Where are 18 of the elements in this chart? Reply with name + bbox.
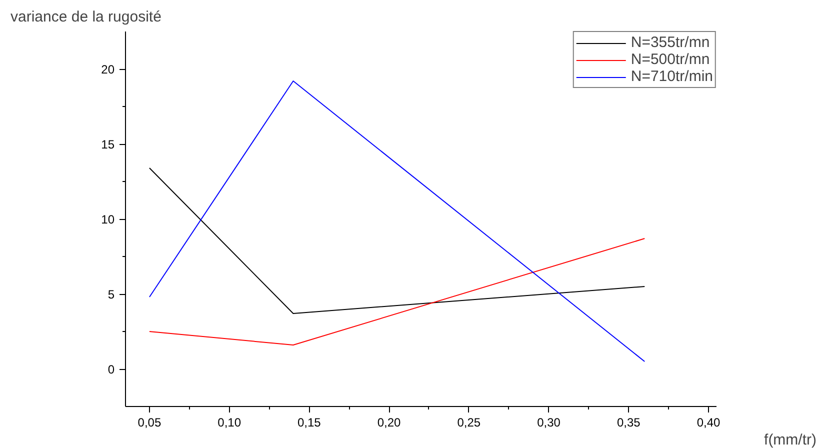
y-tick-label: 20: [101, 62, 115, 76]
legend-label: N=355tr/mn: [630, 34, 710, 51]
x-tick-label: 0,20: [377, 416, 402, 430]
y-axis-title: variance de la rugosité: [10, 8, 162, 26]
y-tick-label: 5: [108, 288, 115, 302]
legend-label: N=710tr/min: [630, 68, 713, 85]
x-axis-title: f(mm/tr): [764, 432, 817, 448]
y-tick-label: 10: [101, 212, 115, 226]
x-tick-label: 0,25: [457, 416, 481, 430]
x-tick-label: 0,30: [537, 416, 561, 430]
x-tick-label: 0,05: [138, 416, 162, 430]
y-tick-label: 15: [101, 138, 115, 152]
x-tick-label: 0,40: [696, 416, 721, 430]
x-tick-label: 0,10: [218, 416, 242, 430]
x-tick-label: 0,35: [616, 416, 641, 430]
legend-label: N=500tr/mn: [630, 51, 710, 68]
x-tick-label: 0,15: [298, 416, 322, 430]
y-tick-label: 0: [108, 362, 115, 376]
